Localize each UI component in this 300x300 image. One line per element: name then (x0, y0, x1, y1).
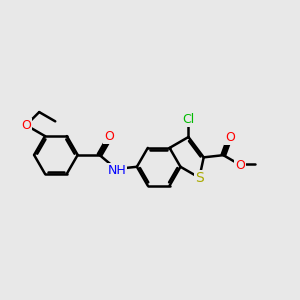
Text: S: S (196, 171, 204, 185)
Text: O: O (21, 119, 31, 132)
Text: O: O (236, 159, 245, 172)
Text: O: O (104, 130, 114, 143)
Text: NH: NH (107, 164, 126, 177)
Text: O: O (225, 131, 235, 144)
Text: Cl: Cl (182, 113, 195, 126)
